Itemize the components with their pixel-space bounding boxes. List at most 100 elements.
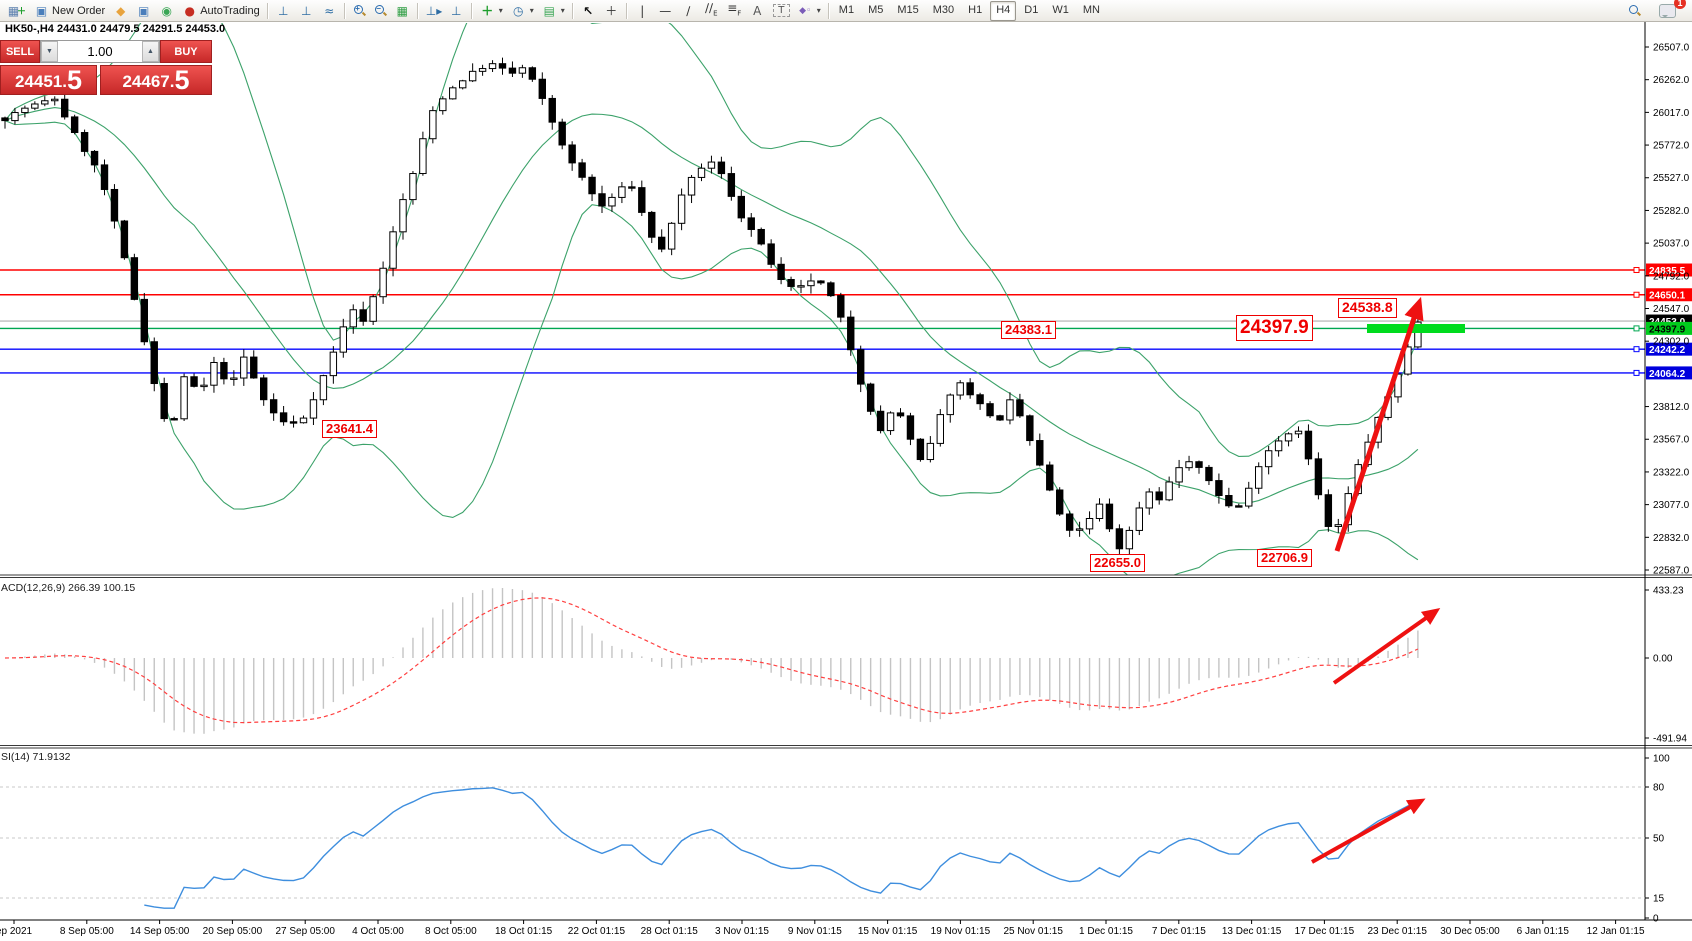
autotrading-icon: ● (184, 3, 195, 18)
fibonacci-icon: ≡F (727, 0, 742, 18)
timeframe-mn[interactable]: MN (1082, 3, 1100, 16)
bollinger-bands (4, 23, 1419, 575)
horizontal-line-button[interactable]: — (654, 1, 677, 21)
svg-text:15 Nov 01:15: 15 Nov 01:15 (858, 926, 918, 937)
svg-text:25037.0: 25037.0 (1653, 239, 1690, 250)
svg-text:30 Dec 05:00: 30 Dec 05:00 (1440, 926, 1500, 937)
terminal-button[interactable]: ▣ (132, 1, 155, 21)
price-annotation[interactable]: 24538.8 (1338, 298, 1397, 318)
new-order-button[interactable]: ▣ New Order (30, 1, 109, 21)
svg-text:27 Sep 05:00: 27 Sep 05:00 (275, 926, 335, 937)
svg-text:6 Jan 01:15: 6 Jan 01:15 (1517, 926, 1570, 937)
zoom-out-button[interactable]: − (370, 1, 391, 21)
auto-scroll-button[interactable]: ⊥▸ (422, 1, 445, 21)
svg-text:25772.0: 25772.0 (1653, 141, 1690, 152)
svg-text:24547.0: 24547.0 (1653, 304, 1690, 315)
svg-text:18 Oct 01:15: 18 Oct 01:15 (495, 926, 553, 937)
timeframe-h1[interactable]: H1 (968, 3, 983, 16)
svg-text:17 Dec 01:15: 17 Dec 01:15 (1295, 926, 1355, 937)
signal-button[interactable]: ◉ (155, 1, 178, 21)
timeframe-m5[interactable]: M5 (868, 3, 884, 16)
timeframe-m15[interactable]: M15 (897, 3, 919, 16)
candlestick-chart-icon: ⊥ (301, 3, 312, 18)
notifications-button[interactable]: 1 (1655, 0, 1686, 21)
bar-chart-button[interactable]: ⊥ (272, 1, 295, 21)
svg-text:20 Sep 05:00: 20 Sep 05:00 (203, 926, 263, 937)
price-annotation[interactable]: 24383.1 (1001, 321, 1056, 340)
timeframe-m30[interactable]: M30 (932, 3, 955, 16)
autotrading-label: AutoTrading (200, 4, 260, 17)
periods-button[interactable]: ◷ ▾ (507, 1, 538, 21)
svg-text:4 Oct 05:00: 4 Oct 05:00 (352, 926, 404, 937)
trend-arrow[interactable] (1334, 296, 1424, 552)
buy-price[interactable]: 24467. 5 (100, 65, 212, 95)
svg-text:22832.0: 22832.0 (1653, 533, 1690, 544)
svg-text:25527.0: 25527.0 (1653, 173, 1690, 184)
templates-icon: ▤ (543, 3, 555, 18)
trendline-button[interactable]: ∕ (677, 1, 700, 21)
sell-price-frac: 5 (66, 65, 83, 95)
svg-text:23812.0: 23812.0 (1653, 402, 1690, 413)
vertical-line-button[interactable]: | (631, 1, 654, 21)
toolbar-separator (571, 2, 574, 19)
macd-histogram (14, 588, 1419, 734)
symbol-ohlc-header: HK50-,H4 24431.0 24479.5 24291.5 24453.0 (5, 23, 226, 35)
chat-icon (1659, 3, 1676, 18)
svg-text:25 Nov 01:15: 25 Nov 01:15 (1003, 926, 1063, 937)
highlight-bar (1367, 324, 1465, 333)
templates-button[interactable]: ▤ ▾ (538, 1, 569, 21)
autotrading-button[interactable]: ● AutoTrading (178, 1, 264, 21)
price-annotation[interactable]: 23641.4 (322, 420, 377, 439)
zoom-in-button[interactable]: + (349, 1, 370, 21)
time-axis-labels: ep 2021 8 Sep 05:00 14 Sep 05:00 20 Sep 05:… (0, 920, 1645, 937)
chart-shift-button[interactable]: ⊥ (445, 1, 468, 21)
timeframe-w1[interactable]: W1 (1052, 3, 1069, 16)
sell-price[interactable]: 24451. 5 (0, 65, 97, 95)
add-indicator-button[interactable]: ＋ ▾ (476, 1, 507, 21)
tile-windows-button[interactable]: ▦ (391, 1, 414, 21)
equidistant-channel-button[interactable]: ∕∕E (700, 1, 723, 21)
svg-text:ep 2021: ep 2021 (0, 926, 33, 937)
trend-arrow[interactable] (1311, 798, 1426, 864)
trend-arrow[interactable] (1332, 608, 1441, 685)
svg-text:24792.0: 24792.0 (1653, 271, 1690, 282)
notification-badge: 1 (1674, 0, 1686, 9)
timeframe-h4[interactable]: H4 (990, 0, 1017, 21)
text-label-button[interactable]: T (769, 1, 794, 21)
volume-decrease-button[interactable]: ▼ (41, 41, 58, 62)
trendline-icon: ∕ (686, 3, 691, 18)
toolbar-separator (343, 2, 346, 19)
candlestick-chart-button[interactable]: ⊥ (295, 1, 318, 21)
plus-overlay-icon: ＋ (17, 6, 27, 16)
crosshair-button[interactable]: ＋ (600, 1, 623, 21)
svg-text:9 Nov 01:15: 9 Nov 01:15 (788, 926, 842, 937)
svg-text:8 Sep 05:00: 8 Sep 05:00 (60, 926, 114, 937)
svg-text:433.23: 433.23 (1653, 586, 1684, 597)
price-annotation[interactable]: 22706.9 (1257, 549, 1312, 568)
buy-button[interactable]: BUY (160, 40, 212, 63)
svg-text:23322.0: 23322.0 (1653, 467, 1690, 478)
timeframe-m1[interactable]: M1 (838, 3, 855, 16)
shapes-button[interactable]: ◆◦ ▾ (794, 1, 825, 21)
sell-button[interactable]: SELL (0, 40, 40, 63)
text-button[interactable]: A (746, 1, 769, 21)
volume-input[interactable]: 1.00 (87, 44, 113, 59)
cursor-button[interactable]: ↖ (577, 1, 600, 21)
shapes-icon: ◆◦ (799, 5, 812, 16)
svg-text:19 Nov 01:15: 19 Nov 01:15 (931, 926, 991, 937)
svg-text:100: 100 (1653, 754, 1670, 765)
line-chart-button[interactable]: ≈ (318, 1, 341, 21)
price-annotation[interactable]: 22655.0 (1090, 554, 1145, 573)
price-annotation[interactable]: 24397.9 (1236, 315, 1313, 341)
volume-increase-button[interactable]: ▲ (142, 41, 159, 62)
fibonacci-button[interactable]: ≡F (723, 1, 746, 21)
new-chart-button[interactable]: ▦ ＋ (2, 1, 30, 21)
search-button[interactable] (1624, 1, 1645, 21)
signal-icon: ◉ (161, 3, 172, 18)
svg-text:24242.2: 24242.2 (1649, 345, 1686, 356)
svg-text:24064.2: 24064.2 (1649, 369, 1686, 380)
styler-button[interactable]: ◆ (109, 1, 132, 21)
toolbar-separator (470, 2, 473, 19)
timeframe-d1[interactable]: D1 (1024, 3, 1039, 16)
